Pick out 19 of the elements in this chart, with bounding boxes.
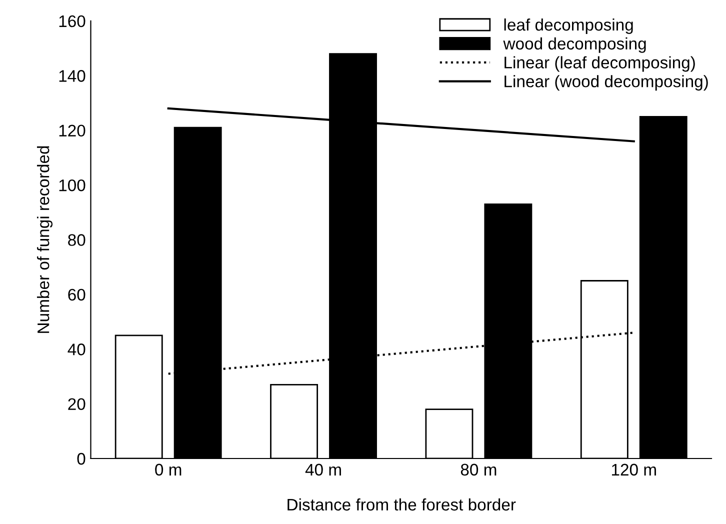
legend-label: wood decomposing: [503, 37, 646, 53]
x-axis-title: Distance from the forest border: [288, 498, 516, 511]
x-tick-label: 120 m: [612, 464, 656, 476]
x-tick-label: 0 m: [155, 464, 182, 476]
y-tick-label: 160: [59, 15, 86, 28]
x-tick-label: 40 m: [305, 464, 341, 476]
y-tick-label: 80: [68, 234, 86, 246]
y-tick-label: 120: [59, 124, 86, 137]
y-tick-label: 0: [77, 452, 86, 465]
y-tick-label: 100: [59, 179, 86, 192]
legend-label: Linear (wood decomposing): [504, 75, 708, 91]
x-tick-label: 80 m: [460, 464, 496, 476]
y-tick-label: 140: [59, 70, 86, 82]
y-tick-label: 40: [68, 344, 86, 356]
y-axis-title: Number of fungi recorded: [36, 146, 53, 333]
y-tick-label: 60: [68, 288, 86, 301]
y-tick-label: 20: [68, 398, 86, 410]
legend-label: Linear (leaf decomposing): [504, 56, 695, 72]
legend-label: leaf decomposing: [504, 18, 633, 34]
